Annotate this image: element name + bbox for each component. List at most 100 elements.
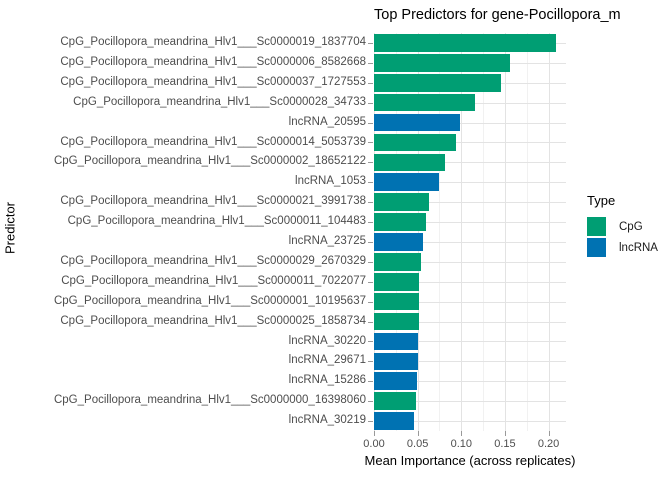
y-axis-label: lncRNA_30220 [288,334,366,347]
bar [374,113,461,132]
bar [374,392,416,410]
y-axis-label: lncRNA_1053 [295,175,366,188]
major-gridline [374,33,375,431]
bar [374,312,419,331]
y-axis-tick [368,162,373,164]
bar [374,233,423,251]
row-gridline [374,202,566,204]
y-axis-tick [368,421,373,423]
x-axis-label: 0.15 [494,438,516,450]
bar [374,372,417,391]
bar [374,173,440,192]
bar [374,193,429,211]
bar [374,272,420,291]
row-gridline [374,341,566,343]
y-axis-tick [368,341,373,343]
row-gridline [374,261,566,263]
y-axis-tick [368,401,373,403]
x-axis-tick [548,431,550,436]
y-axis-tick [368,102,373,104]
y-axis-tick [368,301,373,303]
y-axis-tick [368,222,373,224]
major-gridline [548,33,550,431]
bar [374,213,427,231]
row-gridline [374,421,566,423]
y-axis-label: CpG_Pocillopora_meandrina_Hlv1___Sc00000… [60,195,366,208]
bar [374,332,419,351]
bar [374,412,415,430]
row-gridline [374,241,566,243]
y-axis-label: CpG_Pocillopora_meandrina_Hlv1___Sc00000… [53,394,366,407]
major-gridline [504,33,506,431]
legend-title: Type [587,193,616,208]
row-gridline [374,222,566,224]
y-axis-tick [368,62,373,64]
x-axis-title: Mean Importance (across replicates) [364,453,576,468]
y-axis-label: CpG_Pocillopora_meandrina_Hlv1___Sc00000… [61,274,366,287]
y-axis-label: CpG_Pocillopora_meandrina_Hlv1___Sc00000… [67,215,366,228]
y-axis-label: lncRNA_20595 [288,115,366,128]
row-gridline [374,142,566,144]
bar [374,292,419,311]
minor-gridline [395,33,397,431]
chart-title: Top Predictors for gene-Pocillopora_m [374,7,621,23]
x-axis-label: 0.00 [363,438,385,450]
legend-label: lncRNA [619,241,658,254]
legend: Type CpG lncRNA [587,193,658,259]
y-axis-label: CpG_Pocillopora_meandrina_Hlv1___Sc00000… [60,55,366,68]
row-gridline [374,381,566,383]
y-axis-tick [368,381,373,383]
legend-label: CpG [619,220,643,233]
bar [374,153,445,172]
bar [374,133,457,152]
y-axis-label: CpG_Pocillopora_meandrina_Hlv1___Sc00000… [73,95,366,108]
y-axis-label: CpG_Pocillopora_meandrina_Hlv1___Sc00000… [53,155,366,168]
row-gridline [374,122,566,124]
y-axis-tick [368,241,373,243]
x-axis-tick [417,431,419,436]
x-axis-label: 0.05 [406,438,429,450]
bar [374,73,501,92]
y-axis-label: CpG_Pocillopora_meandrina_Hlv1___Sc00000… [60,254,366,267]
legend-entry: lncRNA [587,238,658,257]
row-gridline [374,301,566,303]
x-axis-tick [504,431,506,436]
row-gridline [374,162,566,164]
minor-gridline [526,33,528,431]
row-gridline [374,401,566,403]
y-axis-tick [368,281,373,283]
y-axis-tick [368,261,373,263]
bar [374,34,556,52]
y-axis-label: lncRNA_23725 [288,235,366,247]
y-axis-tick [368,142,373,144]
y-axis-label: CpG_Pocillopora_meandrina_Hlv1___Sc00000… [60,75,366,88]
row-gridline [374,361,566,363]
bar [374,54,511,72]
x-axis-label: 0.20 [537,438,560,450]
y-axis-tick [368,182,373,184]
x-axis-tick [374,431,375,436]
x-axis-label: 0.10 [450,438,473,450]
y-axis-label: CpG_Pocillopora_meandrina_Hlv1___Sc00000… [60,135,366,148]
y-axis-label: lncRNA_15286 [288,374,366,387]
legend-key-cpg-swatch [587,217,606,236]
major-gridline [461,33,463,431]
plot-panel [374,33,566,431]
y-axis-tick [368,122,373,124]
bar [374,352,418,371]
legend-entries: CpG lncRNA [587,217,658,257]
bar [374,93,476,112]
legend-key-lncrna-swatch [587,238,606,257]
legend-entry: CpG [587,217,658,236]
y-axis-label: CpG_Pocillopora_meandrina_Hlv1___Sc00000… [53,294,366,307]
row-gridline [374,281,566,283]
row-gridline [374,182,566,184]
y-axis-tick [368,202,373,204]
y-axis-tick [368,321,373,323]
bar [374,253,422,271]
y-axis-tick [368,361,373,363]
y-axis-label: lncRNA_30219 [288,414,366,427]
y-axis-tick [368,82,373,84]
x-axis-tick [461,431,463,436]
y-axis-label: lncRNA_29671 [288,354,366,367]
